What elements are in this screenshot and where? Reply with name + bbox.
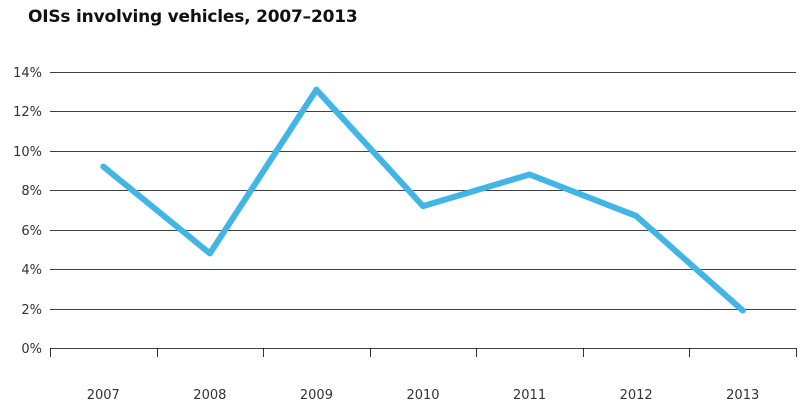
y-tick-labels: 0% 2% 4% 6% 8% 10% 12% 14% — [13, 66, 42, 357]
y-tick-label-2: 2% — [21, 303, 42, 318]
y-tick-label-14: 14% — [13, 66, 42, 81]
series-line-0 — [100, 86, 746, 314]
y-tick-label-12: 12% — [13, 105, 42, 120]
x-tick-label-2012: 2012 — [620, 388, 653, 403]
x-tick-label-2010: 2010 — [406, 388, 439, 403]
y-tick-label-0: 0% — [21, 342, 42, 357]
grid-lines — [50, 72, 796, 349]
x-tick-labels: 2007 2008 2009 2010 2011 2012 2013 — [87, 388, 760, 403]
series-layer — [100, 86, 746, 314]
y-tick-label-8: 8% — [21, 184, 42, 199]
x-tick-label-2007: 2007 — [87, 388, 120, 403]
x-tick-label-2009: 2009 — [300, 388, 333, 403]
data-point-2008 — [206, 250, 213, 257]
x-tick-label-2008: 2008 — [193, 388, 226, 403]
data-point-2009 — [313, 86, 320, 93]
data-point-2007 — [100, 163, 107, 170]
x-tick-label-2011: 2011 — [513, 388, 546, 403]
y-tick-label-10: 10% — [13, 145, 42, 160]
x-axis — [50, 348, 797, 357]
data-point-2013 — [739, 307, 746, 314]
data-point-2010 — [420, 203, 426, 210]
x-tick-label-2013: 2013 — [726, 388, 759, 403]
y-tick-label-4: 4% — [21, 263, 42, 278]
data-point-2012 — [633, 212, 640, 219]
chart-title: OISs involving vehicles, 2007–2013 — [28, 7, 358, 27]
y-tick-label-6: 6% — [21, 224, 42, 239]
data-point-2011 — [526, 171, 533, 178]
